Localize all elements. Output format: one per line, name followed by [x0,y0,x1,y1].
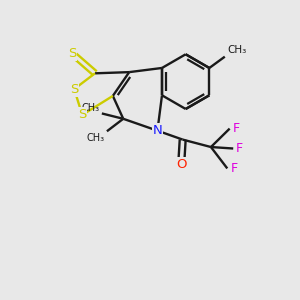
Text: S: S [70,82,78,96]
Text: CH₃: CH₃ [227,45,246,55]
Text: S: S [68,47,76,60]
Text: O: O [176,158,187,171]
Text: CH₃: CH₃ [86,133,104,143]
Text: CH₃: CH₃ [81,103,100,113]
Text: F: F [232,122,240,135]
Text: S: S [78,108,86,122]
Text: N: N [153,124,162,137]
Text: F: F [236,142,243,155]
Text: F: F [230,162,237,175]
